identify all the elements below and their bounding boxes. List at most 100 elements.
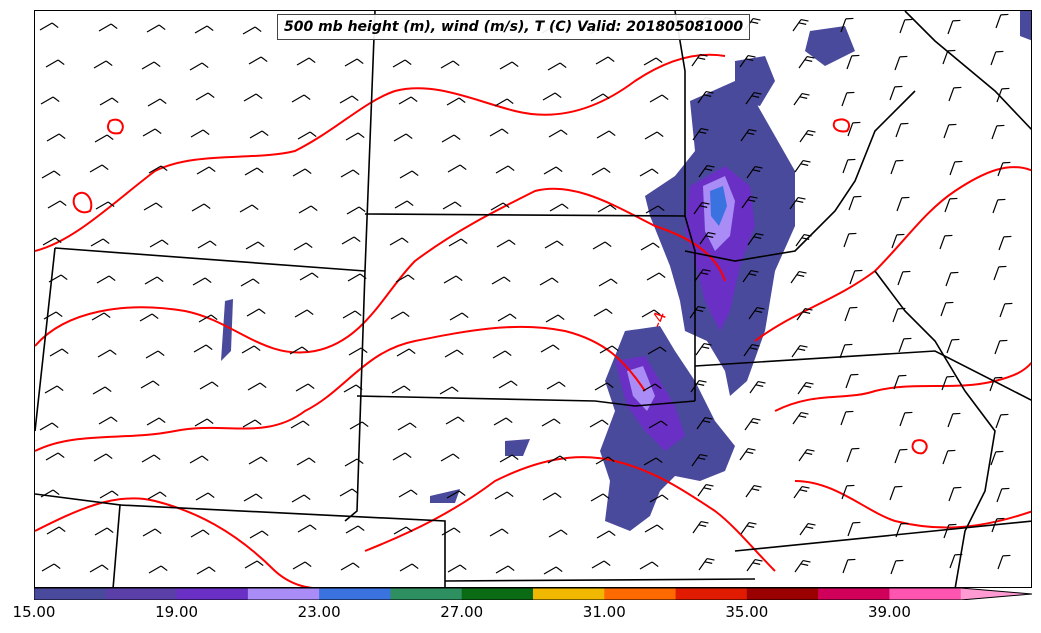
wind-barb (244, 560, 264, 569)
wind-barb (740, 521, 757, 535)
wind-barb (394, 200, 414, 209)
wind-barb (793, 92, 810, 106)
wind-barb (343, 384, 363, 393)
wind-barb (940, 301, 954, 317)
jet-small-kansas (430, 489, 460, 503)
wind-barb (399, 563, 419, 572)
contour-loop-4 (911, 439, 928, 455)
wind-barb (649, 494, 669, 503)
wind-barb (348, 347, 368, 356)
wind-barb (640, 242, 660, 251)
wind-barb (344, 458, 364, 467)
wind-barb (547, 455, 567, 464)
wind-barb (744, 417, 761, 431)
wind-barb (748, 306, 765, 320)
wind-barb (249, 130, 269, 139)
wind-barb (947, 19, 961, 35)
wind-barb (241, 345, 261, 354)
wind-barb (541, 418, 561, 427)
wind-barb (992, 198, 1006, 214)
contour-east3 (794, 480, 1031, 529)
wind-barb (492, 350, 512, 359)
wind-barb (490, 202, 510, 211)
wind-barb (296, 457, 316, 466)
wind-barb (548, 129, 568, 138)
wind-barb (995, 13, 1009, 29)
wind-barb (699, 231, 716, 245)
wind-barb (440, 60, 460, 69)
wind-barb (494, 491, 514, 500)
wind-barb (591, 560, 611, 569)
wind-barb (799, 129, 816, 143)
wind-barb (247, 382, 267, 391)
wind-barb (996, 487, 1010, 503)
wind-barb (41, 563, 61, 572)
wind-barb (399, 170, 419, 179)
wind-barb (192, 277, 212, 286)
wind-barb (99, 490, 119, 499)
wind-barb (793, 485, 810, 499)
wind-barb (794, 559, 811, 573)
colorbar-segment (176, 588, 249, 600)
wind-barb (595, 56, 615, 65)
boundary-3 (35, 247, 56, 432)
wind-barb (297, 131, 317, 140)
contour-north (35, 53, 726, 252)
jet-small-northeast (1020, 11, 1031, 41)
wind-barb (841, 91, 855, 107)
wind-barb (990, 450, 1004, 466)
wind-barb (891, 233, 905, 249)
contour-mid2 (35, 325, 646, 452)
wind-barb (545, 314, 565, 323)
wind-barb (647, 346, 667, 355)
colorbar-segment (461, 588, 534, 600)
wind-barb (295, 383, 315, 392)
wind-barb (691, 53, 708, 67)
wind-barb (839, 343, 853, 359)
wind-barb (598, 278, 618, 287)
wind-barb (695, 342, 712, 356)
wind-barb (447, 564, 467, 573)
wind-barb (346, 206, 366, 215)
wind-barb (397, 422, 417, 431)
wind-barb (445, 416, 465, 425)
wind-barb (46, 526, 66, 535)
wind-barb (739, 54, 756, 68)
wind-barb (997, 161, 1011, 177)
wind-barb (539, 277, 559, 286)
wind-barb (498, 380, 518, 389)
wind-barb (796, 307, 813, 321)
wind-barb (342, 310, 362, 319)
wind-barb (194, 25, 214, 34)
wind-barb (43, 311, 63, 320)
wind-barb (289, 346, 309, 355)
wind-barb (998, 235, 1012, 251)
wind-barb (345, 525, 365, 534)
colorbar-tick-label: 39.00 (867, 603, 911, 621)
wind-barb (193, 344, 213, 353)
wind-barb (849, 269, 863, 285)
wind-barb (45, 59, 65, 68)
wind-barb (392, 59, 412, 68)
wind-barb (747, 232, 764, 246)
wind-barb (39, 422, 59, 431)
wind-barb (290, 420, 310, 429)
wind-barb (989, 376, 1003, 392)
wind-barb (198, 314, 218, 323)
wind-barb (195, 92, 215, 101)
wind-barb (791, 344, 808, 358)
colorbar-tick-label: 27.00 (440, 603, 484, 621)
wind-barb (692, 520, 709, 534)
wind-barb (291, 494, 311, 503)
wind-barb (947, 412, 961, 428)
wind-barb (999, 302, 1013, 318)
wind-barb (543, 166, 563, 175)
wind-barb (995, 413, 1009, 429)
wind-barb (42, 237, 62, 246)
boundary-5 (119, 504, 446, 587)
wind-barb (898, 337, 912, 353)
wind-barb (899, 411, 913, 427)
wind-barb (144, 276, 164, 285)
wind-barb (189, 455, 209, 464)
wind-barb (395, 274, 415, 283)
